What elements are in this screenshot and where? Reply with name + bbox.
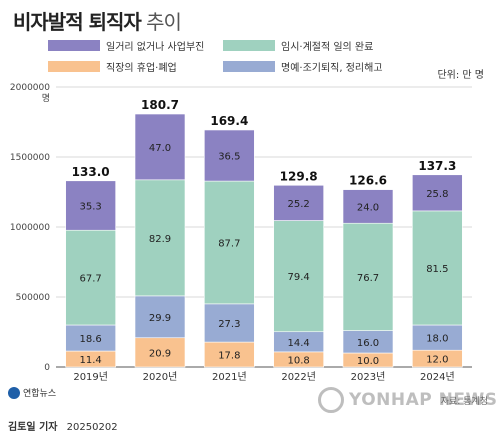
bar-value-label: 17.8 (218, 351, 240, 362)
bar-value-label: 10.8 (288, 355, 310, 366)
legend-label: 직장의 휴업·폐업 (106, 63, 177, 74)
x-tick-label: 2023년 (351, 371, 386, 383)
legend-label: 임시·계절적 일의 완료 (281, 42, 374, 53)
bar-segment (273, 184, 324, 221)
bar-segment (134, 337, 186, 368)
source-note: 자료: 통계청 (440, 397, 488, 407)
bar-value-label: 24.0 (357, 202, 379, 213)
bar-value-label: 36.5 (218, 152, 240, 163)
bar-segment (342, 189, 394, 224)
bar-value-label: 10.0 (357, 356, 379, 367)
unit-label: 단위: 만 명 (437, 70, 484, 81)
bar-segment (412, 174, 463, 212)
bar-total-label: 137.3 (418, 159, 456, 173)
publish-date: 20250202 (66, 422, 118, 433)
bar-value-label: 47.0 (149, 143, 171, 154)
x-tick-label: 2020년 (143, 371, 178, 383)
agency-logo: 연합뉴스 (8, 386, 56, 399)
y-tick-label: 2000000 (10, 83, 50, 93)
bar-segment (342, 222, 394, 331)
x-tick-label: 2022년 (281, 371, 316, 383)
bar-value-label: 35.3 (80, 202, 102, 213)
bar-value-label: 81.5 (426, 264, 448, 275)
bar-value-label: 18.6 (80, 334, 102, 345)
x-tick-label: 2019년 (73, 371, 108, 383)
bar-total-label: 169.4 (210, 114, 248, 128)
bar-segment (65, 229, 116, 326)
logo-text: 연합뉴스 (23, 389, 57, 399)
watermark-icon (318, 387, 344, 413)
bar-segment (204, 129, 255, 182)
legend-swatch (48, 61, 100, 72)
legend-swatch (48, 40, 100, 51)
y-tick-label: 0 (44, 363, 50, 373)
title-main: 비자발적 퇴직자 (13, 10, 142, 34)
bar-segment (412, 210, 463, 326)
watermark-text: YONHAP NEWS (349, 390, 498, 410)
bar-value-label: 87.7 (218, 238, 240, 249)
legend-swatch (223, 61, 275, 72)
bar-total-label: 126.6 (349, 174, 387, 188)
watermark: YONHAP NEWS (318, 387, 497, 413)
bar-segment (134, 113, 186, 181)
legend-item: 임시·계절적 일의 완료 (223, 38, 373, 53)
bar-segment (65, 324, 116, 352)
bar-segment (65, 180, 116, 231)
legend: 일거리 없거나 사업부진 임시·계절적 일의 완료 직장의 휴업·폐업 명예·조… (48, 38, 383, 82)
legend-swatch (223, 40, 275, 51)
bar-value-label: 76.7 (357, 273, 379, 284)
bar-segment (204, 180, 255, 305)
bar-segment (204, 341, 255, 368)
bar-value-label: 20.9 (149, 348, 171, 359)
bar-value-label: 27.3 (218, 319, 240, 330)
y-tick-label: 1000000 (10, 223, 50, 233)
y-tick-label: 500000 (16, 293, 51, 303)
y-tick-label: 1500000 (10, 153, 50, 163)
bar-value-label: 14.4 (288, 338, 310, 349)
bar-total-label: 129.8 (280, 169, 318, 183)
bar-total-label: 133.0 (72, 165, 110, 179)
reporter-name: 김토일 기자 (8, 422, 58, 433)
bar-value-label: 29.9 (149, 313, 171, 324)
title-sub: 추이 (146, 10, 182, 34)
legend-label: 명예·조기퇴직, 정리해고 (281, 63, 383, 74)
bar-value-label: 25.2 (288, 199, 310, 210)
x-tick-label: 2024년 (420, 371, 455, 383)
bar-value-label: 25.8 (426, 189, 448, 200)
byline: 김토일 기자 20250202 (8, 418, 118, 433)
legend-label: 일거리 없거나 사업부진 (106, 42, 205, 53)
bar-value-label: 11.4 (80, 355, 102, 366)
bar-total-label: 180.7 (141, 98, 179, 112)
bar-segment (204, 303, 255, 343)
bar-value-label: 67.7 (80, 274, 102, 285)
x-tick-label: 2021년 (212, 371, 247, 383)
bar-value-label: 16.0 (357, 338, 379, 349)
bar-value-label: 18.0 (426, 334, 448, 345)
bar-segment (134, 295, 186, 339)
bar-segment (412, 324, 463, 351)
page-title: 비자발적 퇴직자 추이 (13, 6, 182, 35)
bar-segment (134, 179, 186, 297)
bar-value-label: 82.9 (149, 234, 171, 245)
logo-icon (8, 386, 20, 399)
legend-item: 명예·조기퇴직, 정리해고 (223, 59, 383, 74)
bar-value-label: 79.4 (288, 272, 310, 283)
legend-item: 직장의 휴업·폐업 (48, 59, 177, 74)
y-tick-unit: 명 (42, 93, 50, 104)
legend-item: 일거리 없거나 사업부진 (48, 38, 204, 53)
bar-value-label: 12.0 (426, 355, 448, 366)
